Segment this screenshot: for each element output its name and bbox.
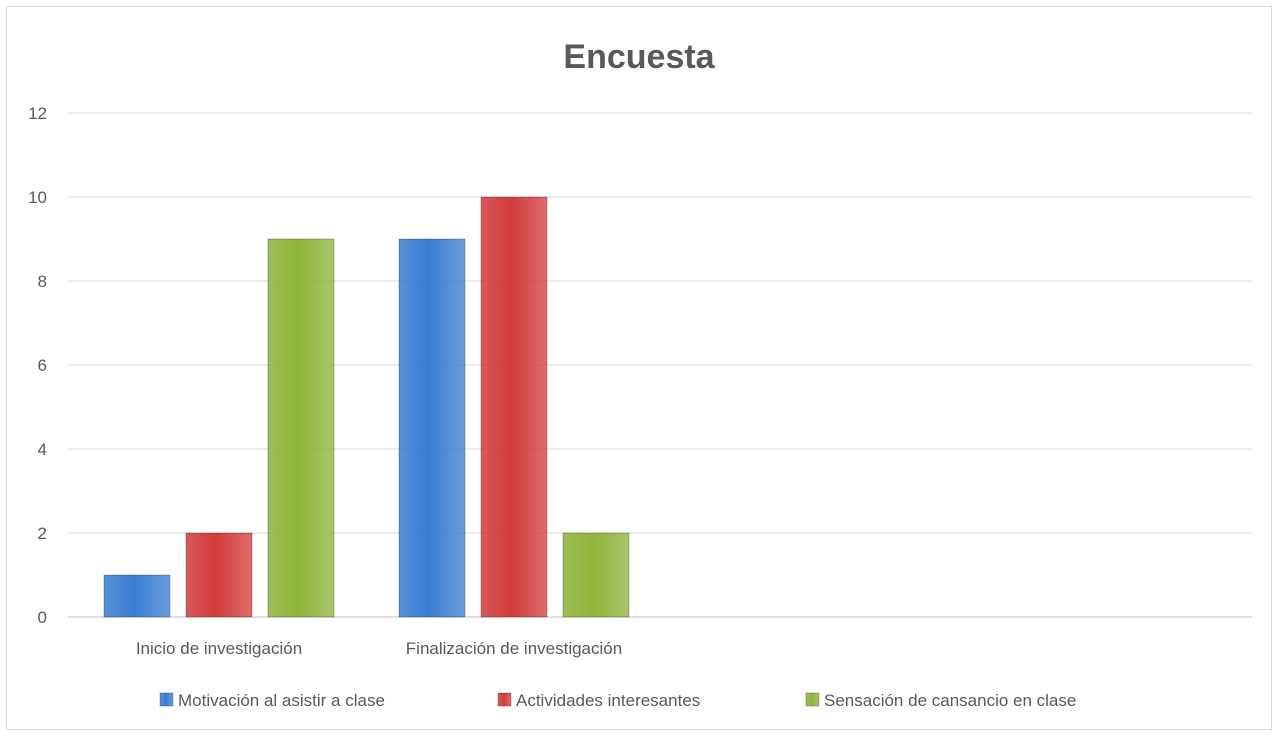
bar bbox=[398, 238, 466, 618]
bar bbox=[267, 238, 335, 618]
legend-swatch bbox=[497, 692, 512, 707]
bars bbox=[103, 196, 630, 618]
legend-swatch bbox=[805, 692, 820, 707]
bar bbox=[562, 532, 630, 618]
chart-title: Encuesta bbox=[563, 38, 715, 76]
gridlines bbox=[68, 112, 1252, 618]
y-tick-label: 0 bbox=[38, 608, 47, 627]
bar bbox=[103, 574, 171, 618]
y-tick-label: 12 bbox=[28, 104, 47, 123]
y-tick-label: 8 bbox=[38, 272, 47, 291]
legend-label: Actividades interesantes bbox=[516, 691, 700, 710]
legend: Motivación al asistir a clase Actividades… bbox=[159, 691, 1076, 710]
y-tick-label: 4 bbox=[38, 440, 47, 459]
y-tick-label: 2 bbox=[38, 524, 47, 543]
legend-label: Sensación de cansancio en clase bbox=[824, 691, 1076, 710]
legend-swatch bbox=[159, 692, 174, 707]
bar bbox=[185, 532, 253, 618]
legend-label: Motivación al asistir a clase bbox=[178, 691, 385, 710]
y-axis-ticks: 0 2 4 6 8 10 12 bbox=[28, 104, 47, 627]
bar bbox=[480, 196, 548, 618]
x-category-label: Finalización de investigación bbox=[406, 639, 622, 658]
y-tick-label: 6 bbox=[38, 356, 47, 375]
y-tick-label: 10 bbox=[28, 188, 47, 207]
x-category-label: Inicio de investigación bbox=[136, 639, 302, 658]
x-axis-categories: Inicio de investigación Finalización de i… bbox=[136, 639, 622, 658]
